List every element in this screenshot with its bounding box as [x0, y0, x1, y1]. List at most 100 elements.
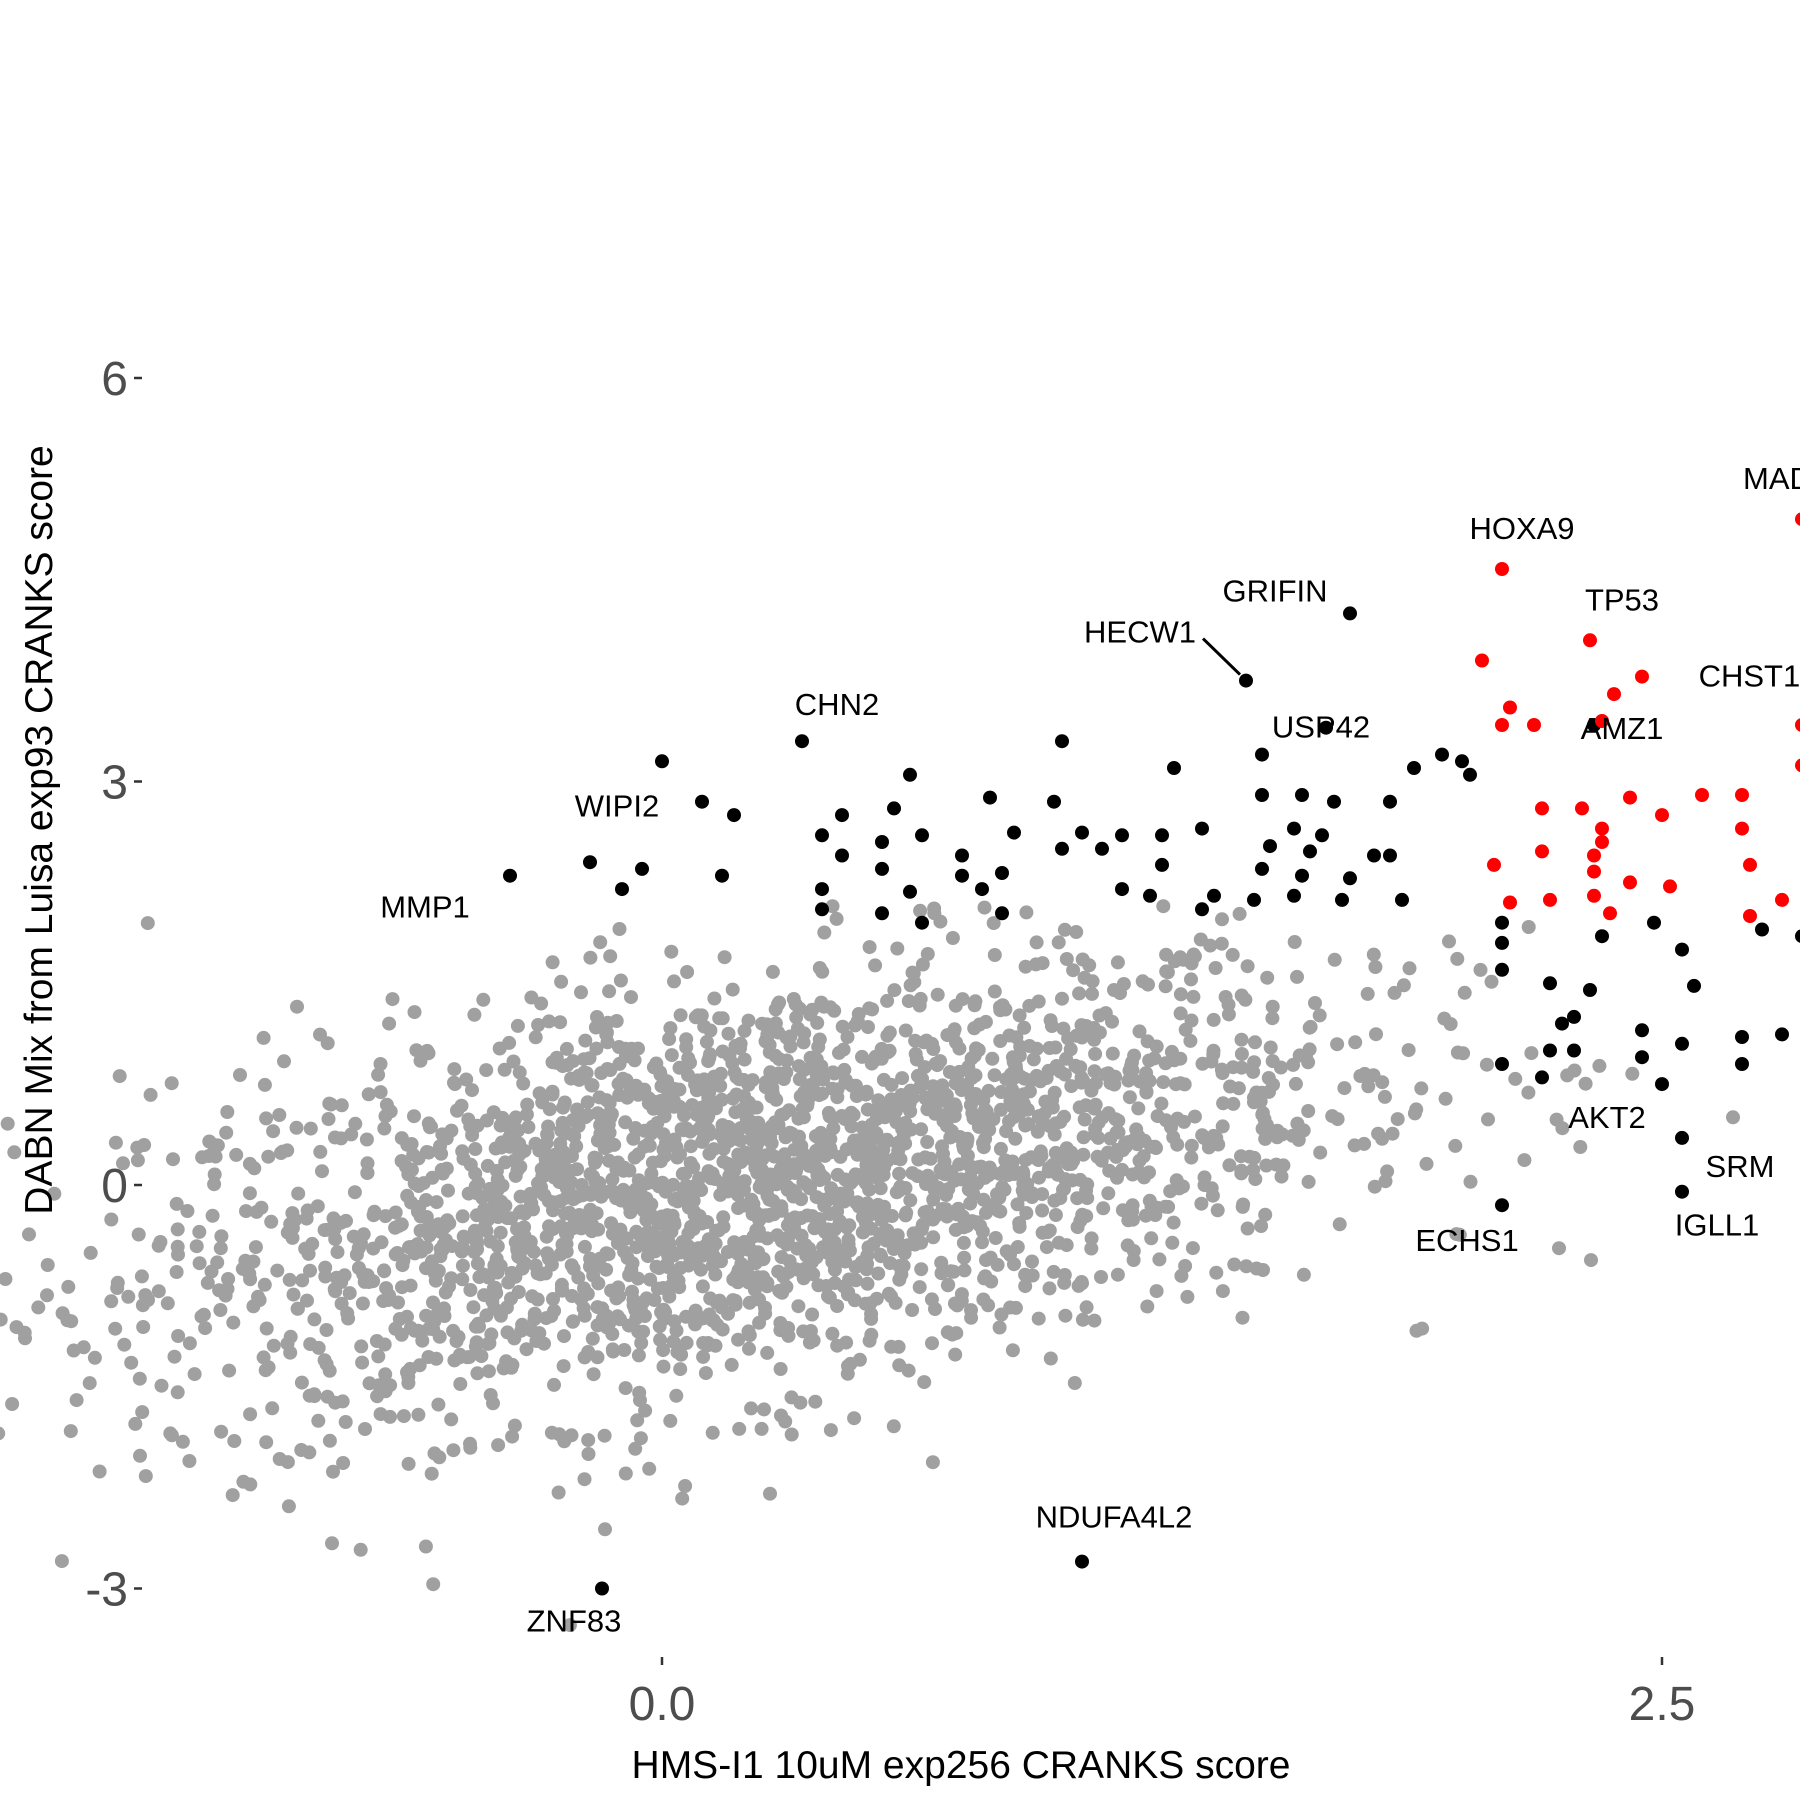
- background-gene-point: [1242, 1149, 1257, 1164]
- gene-label-grifin: GRIFIN: [1222, 573, 1327, 608]
- background-gene-point: [175, 1434, 190, 1449]
- gene-label-chn2: CHN2: [795, 687, 879, 722]
- background-gene-point: [169, 1196, 184, 1211]
- background-gene-point: [479, 1063, 494, 1078]
- significant-gene-point: [1647, 915, 1661, 930]
- top-gene-point: [1775, 892, 1789, 907]
- background-gene-point: [1584, 1253, 1598, 1268]
- background-gene-point: [930, 1088, 945, 1103]
- background-gene-point: [445, 1239, 460, 1254]
- gene-label-wipi2: WIPI2: [575, 789, 659, 824]
- background-gene-point: [291, 1186, 306, 1201]
- background-gene-point: [455, 1272, 470, 1287]
- background-gene-point: [702, 1146, 717, 1161]
- background-gene-point: [979, 1253, 993, 1268]
- background-gene-point: [604, 1283, 619, 1298]
- background-gene-point: [683, 1124, 698, 1139]
- background-gene-point: [510, 1018, 525, 1033]
- background-gene-point: [754, 1176, 769, 1191]
- background-gene-point: [880, 993, 895, 1008]
- background-gene-point: [945, 931, 960, 945]
- background-gene-point: [1184, 972, 1198, 987]
- background-gene-point: [506, 1054, 521, 1069]
- background-gene-point: [876, 1209, 891, 1224]
- background-gene-point: [1132, 1024, 1147, 1039]
- background-gene-point: [716, 1132, 731, 1147]
- background-gene-point: [612, 1088, 627, 1103]
- background-gene-point: [124, 1355, 139, 1370]
- gene-label-znf83: ZNF83: [527, 1604, 622, 1639]
- background-gene-point: [225, 1488, 240, 1503]
- background-gene-point: [257, 1077, 272, 1092]
- top-gene-point: [1695, 788, 1709, 802]
- background-gene-point: [192, 1256, 207, 1271]
- significant-gene-point: [1735, 1057, 1749, 1071]
- gene-point-chst12: [1635, 669, 1649, 684]
- background-gene-point: [130, 1153, 145, 1168]
- background-gene-point: [1265, 999, 1280, 1014]
- background-gene-point: [683, 1156, 698, 1170]
- background-gene-point: [1137, 1170, 1152, 1185]
- background-gene-point: [1239, 1259, 1254, 1274]
- background-gene-point: [999, 1072, 1014, 1087]
- background-gene-point: [598, 1522, 612, 1537]
- background-gene-point: [322, 1096, 337, 1111]
- significant-gene-point: [1155, 857, 1169, 872]
- background-gene-point: [827, 1066, 842, 1081]
- significant-gene-point: [1435, 747, 1449, 762]
- gene-label-amz1: AMZ1: [1581, 711, 1664, 746]
- background-gene-point: [1174, 1268, 1189, 1283]
- background-gene-point: [656, 1281, 671, 1295]
- background-gene-point: [1024, 1150, 1039, 1165]
- background-gene-point: [1452, 1227, 1467, 1242]
- background-gene-point: [1084, 1083, 1099, 1098]
- background-gene-point: [715, 1044, 730, 1059]
- background-gene-point: [926, 1230, 941, 1245]
- background-gene-point: [359, 1132, 374, 1147]
- background-gene-point: [658, 1305, 673, 1320]
- background-gene-point: [1048, 1145, 1063, 1160]
- background-gene-point: [816, 999, 831, 1014]
- background-gene-point: [737, 1052, 752, 1067]
- background-gene-point: [189, 1239, 204, 1254]
- background-gene-point: [294, 1443, 309, 1457]
- background-gene-point: [693, 1082, 708, 1096]
- background-gene-point: [135, 1298, 150, 1313]
- background-gene-point: [773, 1362, 788, 1376]
- background-gene-point: [171, 1247, 185, 1262]
- background-gene-point: [455, 1258, 470, 1273]
- background-gene-point: [289, 1120, 304, 1135]
- significant-gene-point: [1595, 929, 1609, 944]
- background-gene-point: [721, 1026, 736, 1041]
- background-gene-point: [1044, 1019, 1059, 1033]
- background-gene-point: [1077, 970, 1092, 985]
- background-gene-point: [338, 1415, 353, 1429]
- background-gene-point: [580, 1095, 595, 1110]
- background-gene-point: [653, 1332, 668, 1347]
- background-gene-point: [802, 1181, 817, 1196]
- background-gene-point: [731, 1332, 746, 1347]
- background-gene-point: [675, 1491, 690, 1506]
- background-gene-point: [577, 1212, 592, 1227]
- background-gene-point: [1030, 1124, 1045, 1139]
- background-gene-point: [1050, 1167, 1065, 1182]
- background-gene-point: [374, 1235, 389, 1250]
- background-gene-point: [418, 1539, 433, 1554]
- background-gene-point: [542, 1219, 556, 1234]
- gene-point-grifin: [1343, 606, 1357, 621]
- background-gene-point: [593, 935, 608, 950]
- gene-label-chst12: CHST12: [1699, 659, 1800, 694]
- background-gene-point: [756, 1270, 771, 1285]
- background-gene-point: [1088, 1047, 1103, 1061]
- background-gene-point: [1231, 1081, 1246, 1096]
- background-gene-point: [912, 1280, 927, 1295]
- background-gene-point: [737, 1023, 752, 1038]
- background-gene-point: [906, 1226, 921, 1241]
- background-gene-point: [664, 944, 679, 959]
- background-gene-point: [347, 1185, 362, 1200]
- background-gene-point: [1258, 1207, 1273, 1222]
- background-gene-point: [283, 1329, 298, 1344]
- background-gene-point: [930, 987, 945, 1002]
- significant-gene-point: [815, 828, 829, 843]
- background-gene-point: [1076, 1147, 1091, 1162]
